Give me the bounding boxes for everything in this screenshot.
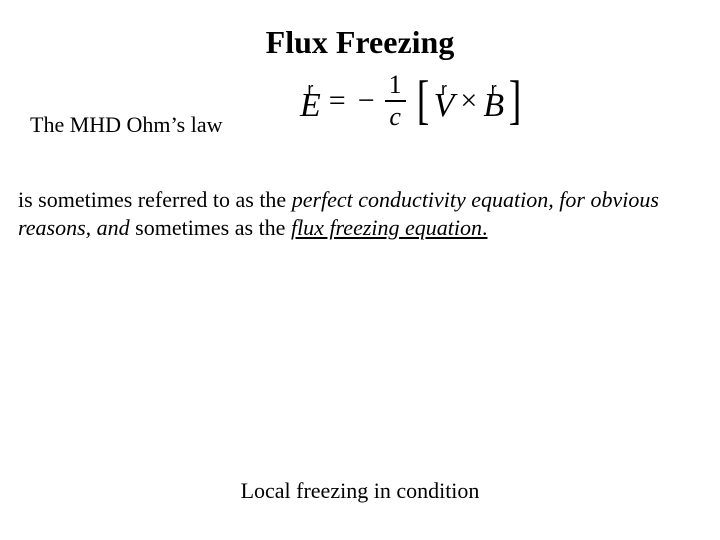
body-part4: sometimes as the: [135, 215, 291, 240]
vector-arrow-icon: r: [491, 85, 497, 95]
body-part2: perfect conductivity equation: [292, 187, 549, 212]
fraction-1-over-c: 1 c: [385, 72, 406, 130]
vector-V-letter: V: [434, 97, 455, 116]
fraction-numerator: 1: [385, 72, 406, 98]
slide: Flux Freezing The MHD Ohm’s law r E = − …: [0, 0, 720, 540]
vector-arrow-icon: r: [307, 85, 313, 95]
vector-B-letter: B: [483, 97, 504, 116]
vector-E-letter: E: [300, 97, 321, 116]
equation: r E = − 1 c [ r V × r B ]: [300, 72, 680, 152]
left-bracket: [: [415, 79, 430, 122]
page-title: Flux Freezing: [0, 24, 720, 61]
vector-E: r E: [300, 87, 321, 116]
body-paragraph: is sometimes referred to as the perfect …: [18, 186, 702, 241]
body-part6: .: [482, 215, 488, 240]
vector-arrow-icon: r: [441, 85, 447, 95]
intro-text: The MHD Ohm’s law: [30, 112, 222, 138]
equals-sign: =: [321, 84, 354, 118]
caption-text: Local freezing in condition: [0, 478, 720, 504]
fraction-denominator: c: [385, 104, 405, 130]
body-part5: flux freezing equation: [291, 215, 482, 240]
vector-V: r V: [434, 87, 455, 116]
equation-row: r E = − 1 c [ r V × r B ]: [300, 72, 680, 130]
cross-operator: ×: [454, 84, 483, 118]
vector-B: r B: [483, 87, 504, 116]
body-part1: is sometimes referred to as the: [18, 187, 292, 212]
minus-sign: −: [354, 84, 379, 118]
right-bracket: ]: [507, 79, 522, 122]
